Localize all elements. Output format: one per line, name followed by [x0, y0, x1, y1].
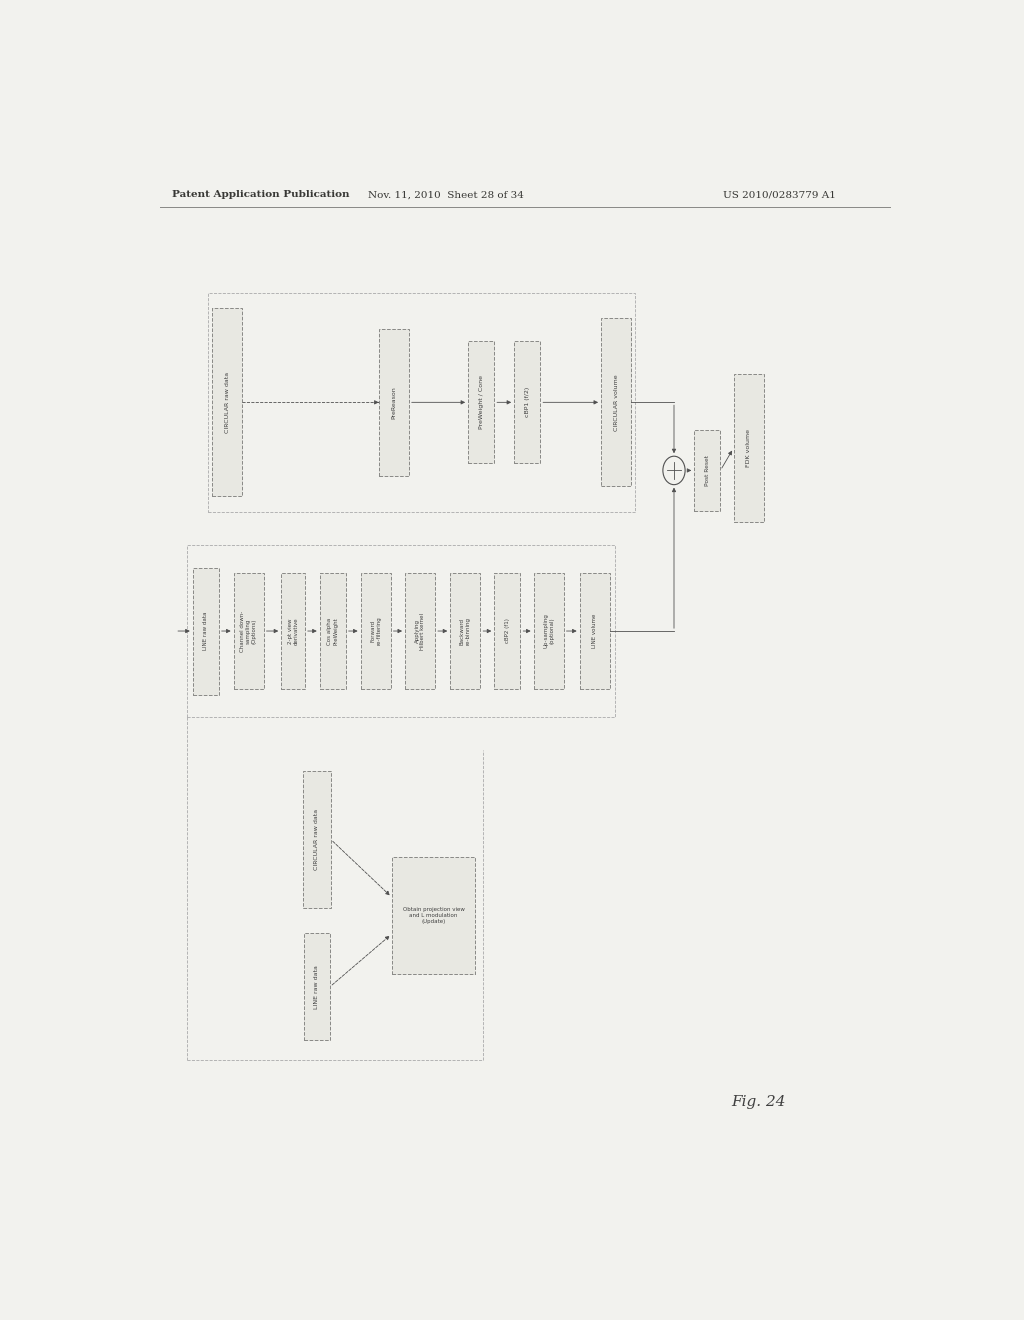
Bar [451, 573, 480, 689]
Text: Nov. 11, 2010  Sheet 28 of 34: Nov. 11, 2010 Sheet 28 of 34 [368, 190, 523, 199]
Bar [282, 573, 305, 689]
Bar [733, 375, 764, 521]
Text: 2-pt view
derivative: 2-pt view derivative [288, 618, 298, 645]
Bar [601, 318, 631, 486]
Bar [212, 309, 243, 496]
Bar [392, 857, 475, 974]
Text: Post Reset: Post Reset [705, 455, 710, 486]
Text: US 2010/0283779 A1: US 2010/0283779 A1 [723, 190, 836, 199]
Bar [580, 573, 609, 689]
Bar [694, 430, 721, 511]
Text: Forward
re-filtering: Forward re-filtering [371, 616, 381, 645]
Bar [468, 342, 495, 463]
Bar [495, 573, 520, 689]
Bar [404, 573, 435, 689]
Bar [233, 573, 264, 689]
Text: cBP2 (f1): cBP2 (f1) [505, 619, 510, 643]
Text: Cos alpha
PreWeight: Cos alpha PreWeight [328, 618, 338, 645]
Text: FDK volume: FDK volume [746, 429, 751, 467]
Text: cBP1 (f/2): cBP1 (f/2) [524, 387, 529, 417]
Text: CIRCULAR volume: CIRCULAR volume [613, 374, 618, 430]
Bar [193, 568, 219, 694]
Bar [319, 573, 346, 689]
Text: PreReason: PreReason [391, 385, 396, 418]
Text: Applying
Hilbert kernel: Applying Hilbert kernel [415, 612, 425, 649]
Text: Up-sampling
(optional): Up-sampling (optional) [543, 614, 554, 648]
Text: LINE volume: LINE volume [592, 614, 597, 648]
Text: CIRCULAR raw data: CIRCULAR raw data [224, 372, 229, 433]
Bar [514, 342, 541, 463]
Text: Patent Application Publication: Patent Application Publication [172, 190, 349, 199]
Bar [534, 573, 563, 689]
Bar [187, 545, 615, 718]
Bar [379, 329, 409, 477]
Text: LINE raw data: LINE raw data [314, 965, 319, 1008]
Text: Channel down-
sampling
(Options): Channel down- sampling (Options) [241, 610, 257, 652]
Text: LINE raw data: LINE raw data [204, 611, 208, 651]
Text: PreWeight / Cone: PreWeight / Cone [478, 375, 483, 429]
Bar [303, 771, 331, 908]
Text: Fig. 24: Fig. 24 [731, 1094, 785, 1109]
Text: Backward
re-binning: Backward re-binning [460, 616, 471, 645]
Bar [304, 933, 330, 1040]
Bar [208, 293, 635, 512]
Circle shape [663, 457, 685, 484]
Text: Obtain projection view
and L modulation
(Update): Obtain projection view and L modulation … [402, 907, 465, 924]
Bar [360, 573, 391, 689]
Text: CIRCULAR raw data: CIRCULAR raw data [314, 809, 319, 870]
